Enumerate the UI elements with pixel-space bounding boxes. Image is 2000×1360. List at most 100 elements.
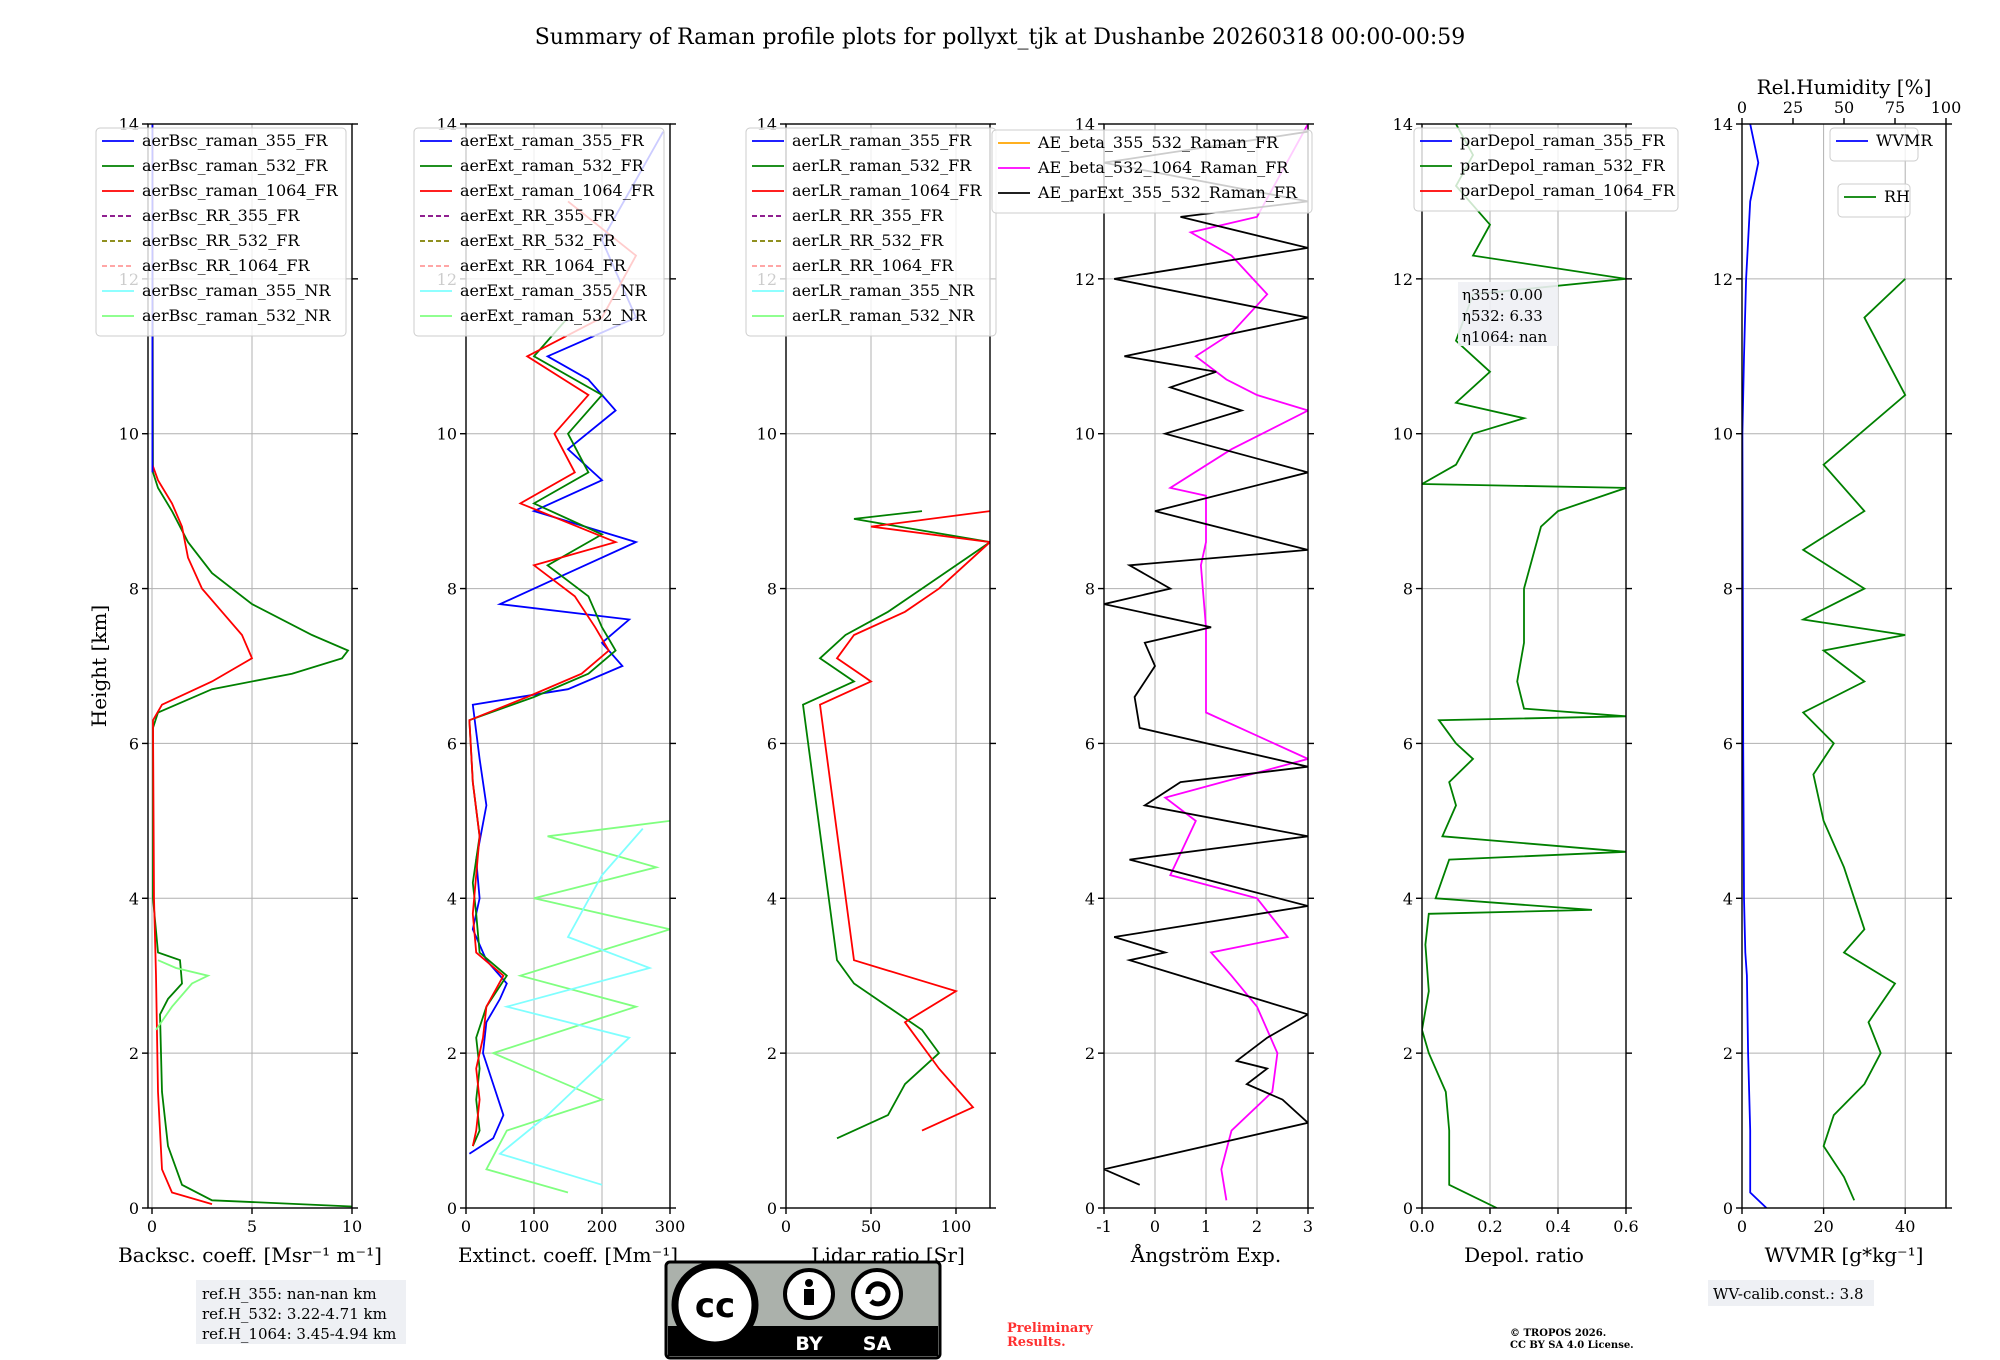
wvmr-ytick-label: 0: [1723, 1199, 1733, 1218]
extinction-legend-entry: aerExt_raman_532_NR: [460, 306, 648, 325]
depol-ytick-label: 10: [1393, 425, 1413, 444]
depol-xtick-label: 0.6: [1613, 1217, 1638, 1236]
extinction-legend-entry: aerExt_raman_1064_FR: [460, 181, 655, 200]
depol-ytick-label: 2: [1403, 1044, 1413, 1063]
extinction-series-aerExt_raman_532_NR: [485, 820, 670, 1194]
backscatter-ytick-label: 4: [129, 889, 139, 908]
attribution-head-icon: [805, 1279, 813, 1287]
extinction-series-aerExt_raman_355_FR: [468, 131, 664, 1155]
angstrom-legend-entry: AE_beta_532_1064_Raman_FR: [1037, 158, 1289, 177]
wvmr-legend-wvmr: WVMR: [1829, 127, 1933, 162]
wvmr-top-tick-label: 50: [1834, 98, 1854, 117]
extinction-xtick-label: 100: [519, 1217, 550, 1236]
backscatter-legend-entry: aerBsc_RR_532_FR: [142, 231, 300, 250]
share-alike-arrow-icon: [865, 1281, 891, 1307]
backscatter-ytick-label: 10: [119, 425, 139, 444]
extinction-legend-entry: aerExt_raman_355_NR: [460, 281, 648, 300]
angstrom-ytick-label: 14: [1075, 115, 1095, 134]
backscatter-series-aerBsc_raman_532_NR: [155, 959, 211, 1031]
eta-annotation: η355: 0.00: [1462, 286, 1543, 304]
depol-xtick-label: 0.0: [1409, 1217, 1434, 1236]
extinction-legend-entry: aerExt_raman_532_FR: [460, 156, 645, 175]
backscatter-legend-entry: aerBsc_RR_355_FR: [142, 206, 300, 225]
depol-legend-entry: parDepol_raman_1064_FR: [1460, 181, 1676, 200]
lidar_ratio-legend-entry: aerLR_raman_532_NR: [792, 306, 975, 325]
license-line: CC BY SA 4.0 License.: [1510, 1340, 1634, 1351]
depol-ytick-label: 4: [1403, 889, 1413, 908]
ref-height-532: ref.H_532: 3.22-4.71 km: [202, 1305, 387, 1323]
extinction-series-aerExt_raman_355_NR: [498, 828, 653, 1186]
angstrom-ytick-label: 4: [1085, 889, 1095, 908]
results-label: Results.: [1007, 1335, 1066, 1350]
panel-depol: 0 2 4 6 8 10 12 14 0.0 0.2 0.4 0.6 Depol. ratio parDe…: [1393, 115, 1679, 1267]
extinction-series-aerExt_raman_532_FR: [468, 317, 617, 1147]
lidar_ratio-legend-bg: [745, 127, 997, 337]
wvmr-xlabel: WVMR [g*kg⁻¹]: [1765, 1243, 1924, 1267]
wvmr-top-label: Rel.Humidity [%]: [1757, 75, 1932, 99]
wvmr-xtick-label: 0: [1737, 1217, 1747, 1236]
angstrom-ytick-label: 12: [1075, 270, 1095, 289]
angstrom-xlabel: Ångström Exp.: [1130, 1242, 1281, 1267]
lidar_ratio-legend-entry: aerLR_RR_532_FR: [792, 231, 944, 250]
backscatter-xtick-label: 5: [247, 1217, 257, 1236]
depol-ytick-label: 12: [1393, 270, 1413, 289]
lidar_ratio-legend-entry: aerLR_raman_355_FR: [792, 131, 972, 150]
y-axis-label: Height [km]: [87, 605, 111, 727]
lidar_ratio-frame: [785, 123, 991, 1209]
lidar_ratio-ytick-label: 10: [757, 425, 777, 444]
wvmr-ytick-label: 10: [1713, 425, 1733, 444]
depol-ytick-label: 6: [1403, 734, 1413, 753]
wvmr-series-WVMR: [1742, 124, 1768, 1208]
wvmr-xtick-label: 40: [1895, 1217, 1915, 1236]
angstrom-legend-entry: AE_parExt_355_532_Raman_FR: [1037, 183, 1298, 202]
panel-backscatter: 024681012140510Backsc. coeff. [Msr⁻¹ m⁻¹…: [95, 115, 382, 1267]
panel-extinction: 024681012140100200300Extinct. coeff. [Mm…: [413, 115, 686, 1267]
backscatter-legend: aerBsc_raman_355_FR aerBsc_raman_532_FRae…: [95, 127, 347, 337]
cc-sa-label: SA: [863, 1333, 892, 1355]
extinction-legend-entry: aerExt_RR_532_FR: [460, 231, 617, 250]
lidar_ratio-legend-entry: aerLR_raman_355_NR: [792, 281, 975, 300]
extinction-ytick-label: 4: [447, 889, 457, 908]
wvmr-legend-wvmr-entry: WVMR: [1876, 131, 1933, 150]
extinction-ytick-label: 6: [447, 734, 457, 753]
wvmr-ytick-label: 12: [1713, 270, 1733, 289]
plot-panels: 0 2 4 6 8 10 12 14 0 5 10 Backsc. coeff. [Msr⁻¹ m⁻¹…: [87, 75, 1961, 1306]
depol-frame: [1421, 123, 1627, 1209]
wv-calib-box: [1708, 1280, 1874, 1306]
backscatter-xlabel: Backsc. coeff. [Msr⁻¹ m⁻¹]: [118, 1243, 382, 1267]
wvmr-series-RH: [1800, 278, 1907, 1201]
eta-annotation-box: η355: 0.00 η532: 6.33 η1064: nan: [1458, 282, 1558, 346]
depol-ytick-label: 0: [1403, 1199, 1413, 1218]
eta-annotation-bg: [1458, 282, 1558, 346]
wv-calib-label: WV-calib.const.: 3.8: [1713, 1285, 1864, 1303]
backscatter-legend-entry: aerBsc_raman_1064_FR: [142, 181, 339, 200]
cc-by-label: BY: [795, 1333, 822, 1355]
lidar_ratio-ytick-label: 6: [767, 734, 777, 753]
share-alike-icon: [851, 1268, 903, 1320]
angstrom-xtick-label: 0: [1150, 1217, 1160, 1236]
cc-logo-icon: [671, 1261, 759, 1349]
wvmr-ytick-label: 6: [1723, 734, 1733, 753]
angstrom-ytick-label: 8: [1085, 580, 1095, 599]
backscatter-legend-entry: aerBsc_raman_532_FR: [142, 156, 328, 175]
backscatter-xtick-label: 10: [342, 1217, 362, 1236]
wvmr-ytick-label: 8: [1723, 580, 1733, 599]
extinction-xtick-label: 0: [461, 1217, 471, 1236]
preliminary-label: Preliminary: [1007, 1321, 1093, 1336]
extinction-xtick-label: 300: [655, 1217, 686, 1236]
lidar_ratio-xtick-label: 0: [781, 1217, 791, 1236]
backscatter-frame: [147, 123, 353, 1209]
lidar_ratio-ytick-label: 2: [767, 1044, 777, 1063]
backscatter-ytick-label: 0: [129, 1199, 139, 1218]
figure-title: Summary of Raman profile plots for polly…: [535, 25, 1466, 50]
wvmr-top-tick-label: 100: [1931, 98, 1962, 117]
wvmr-legend-rh-entry: RH: [1884, 187, 1910, 206]
lidar_ratio-ytick-label: 8: [767, 580, 777, 599]
backscatter-legend-entry: aerBsc_raman_532_NR: [142, 306, 331, 325]
depol-xlabel: Depol. ratio: [1464, 1243, 1584, 1267]
attribution-body-icon: [804, 1289, 814, 1305]
extinction-ytick-label: 0: [447, 1199, 457, 1218]
extinction-ytick-label: 8: [447, 580, 457, 599]
wvmr-legend-rh: RH: [1837, 183, 1911, 218]
